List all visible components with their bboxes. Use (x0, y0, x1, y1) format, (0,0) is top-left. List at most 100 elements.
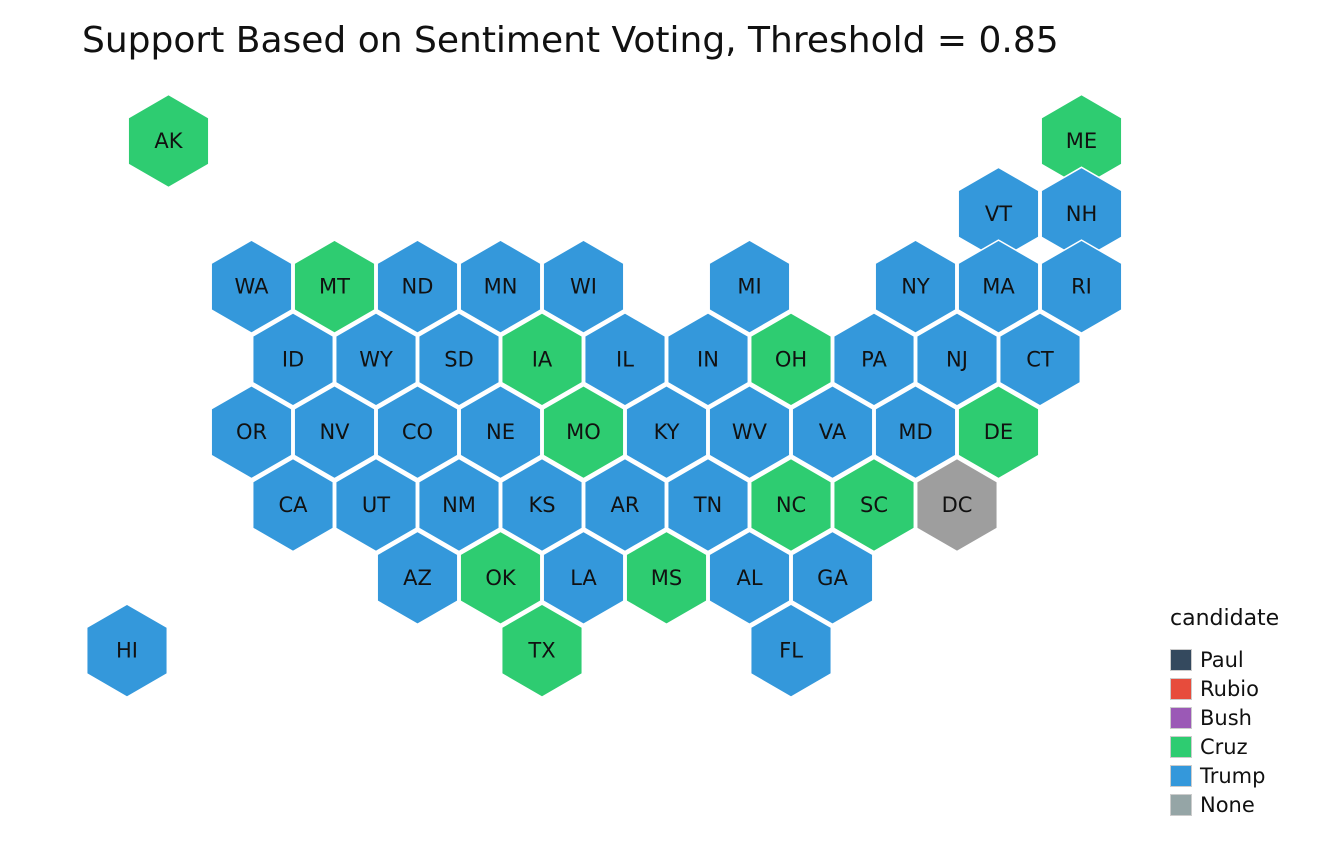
hex-map: AK ME VT NH WA MT ND MN WI MI NY MA RI ID WY SD IA IL IN OH… (85, 93, 1123, 698)
state-hex-shape (500, 457, 584, 553)
state-hex-shape (625, 384, 708, 480)
state-label: MN (484, 275, 518, 299)
state-hex-de: DE (957, 384, 1040, 480)
state-label: ID (282, 347, 304, 371)
legend-swatch (1170, 764, 1192, 787)
state-label: MO (566, 420, 601, 444)
legend-swatch (1170, 793, 1192, 816)
state-hex-shape (583, 312, 667, 407)
state-label: NM (442, 493, 476, 517)
state-hex-shape (542, 384, 625, 480)
state-label: TN (693, 493, 723, 517)
state-hex-shape (957, 384, 1040, 480)
state-hex-shape (832, 457, 916, 553)
legend-item-paul: Paul (1170, 645, 1279, 674)
state-label: AZ (403, 566, 432, 590)
state-hex-shape (417, 457, 501, 553)
state-label: NY (901, 275, 930, 299)
state-hex-shape (334, 312, 418, 407)
state-hex-or: OR (210, 384, 293, 480)
state-label: SD (444, 347, 474, 371)
legend-label: Trump (1200, 763, 1266, 788)
state-hex-shape (583, 457, 667, 553)
state-label: NV (319, 420, 350, 444)
state-label: MT (319, 275, 350, 299)
legend-swatch (1170, 648, 1192, 671)
state-hex-nc: NC (749, 457, 833, 553)
state-hex-me: ME (1040, 93, 1123, 189)
state-hex-in: IN (666, 312, 750, 407)
state-hex-sc: SC (832, 457, 916, 553)
state-hex-va: VA (791, 384, 874, 480)
state-hex-al: AL (708, 530, 791, 626)
state-hex-shape (915, 457, 999, 553)
state-label: VA (819, 420, 847, 444)
legend-swatch (1170, 706, 1192, 729)
state-hex-ct: CT (998, 312, 1082, 407)
state-hex-az: AZ (376, 530, 459, 626)
state-hex-shape (666, 312, 750, 407)
state-hex-tx: TX (500, 603, 584, 698)
state-hex-pa: PA (832, 312, 916, 407)
state-hex-shape (459, 530, 542, 626)
state-hex-ma: MA (957, 239, 1040, 334)
state-hex-sd: SD (417, 312, 501, 407)
state-hex-nj: NJ (915, 312, 999, 407)
state-hex-shape (127, 93, 210, 189)
state-label: ME (1066, 129, 1097, 153)
state-hex-ia: IA (500, 312, 584, 407)
state-hex-shape (459, 239, 542, 334)
state-label: CA (278, 493, 308, 517)
state-hex-wy: WY (334, 312, 418, 407)
legend-item-trump: Trump (1170, 761, 1279, 790)
state-hex-shape (500, 603, 584, 698)
legend-item-none: None (1170, 790, 1279, 819)
state-hex-mn: MN (459, 239, 542, 334)
state-hex-ut: UT (334, 457, 418, 553)
map-title: Support Based on Sentiment Voting, Thres… (82, 20, 1059, 61)
legend-label: Cruz (1200, 734, 1248, 759)
state-label: WY (359, 347, 393, 371)
legend-item-bush: Bush (1170, 703, 1279, 732)
state-hex-nh: NH (1040, 166, 1123, 262)
state-label: WA (235, 275, 270, 299)
state-label: OK (485, 566, 517, 590)
state-hex-shape (625, 530, 708, 626)
state-hex-ar: AR (583, 457, 667, 553)
state-hex-wv: WV (708, 384, 791, 480)
state-label: HI (116, 639, 138, 663)
state-label: ND (402, 275, 434, 299)
state-hex-shape (293, 384, 376, 480)
state-hex-shape (417, 312, 501, 407)
legend-label: None (1200, 792, 1255, 817)
state-label: AR (611, 493, 640, 517)
state-label: CO (402, 420, 433, 444)
state-hex-md: MD (874, 384, 957, 480)
state-hex-shape (666, 457, 750, 553)
legend-label: Rubio (1200, 676, 1259, 701)
state-label: NH (1066, 202, 1098, 226)
state-label: UT (362, 493, 390, 517)
state-label: LA (570, 566, 597, 590)
state-hex-shape (915, 312, 999, 407)
state-hex-ne: NE (459, 384, 542, 480)
state-hex-shape (874, 384, 957, 480)
legend-items: Paul Rubio Bush Cruz Trump None (1170, 645, 1279, 819)
state-label: KY (654, 420, 680, 444)
state-hex-co: CO (376, 384, 459, 480)
state-hex-wi: WI (542, 239, 625, 334)
state-label: TX (527, 639, 555, 663)
state-hex-shape (251, 312, 335, 407)
legend-label: Paul (1200, 647, 1244, 672)
state-hex-shape (251, 457, 335, 553)
state-label: RI (1071, 275, 1092, 299)
state-hex-shape (334, 457, 418, 553)
state-label: CT (1026, 347, 1054, 371)
state-label: WV (732, 420, 768, 444)
state-label: MI (737, 275, 761, 299)
state-hex-ky: KY (625, 384, 708, 480)
state-label: DE (984, 420, 1013, 444)
state-hex-ri: RI (1040, 239, 1123, 334)
state-hex-hi: HI (85, 603, 169, 698)
state-label: VT (985, 202, 1012, 226)
